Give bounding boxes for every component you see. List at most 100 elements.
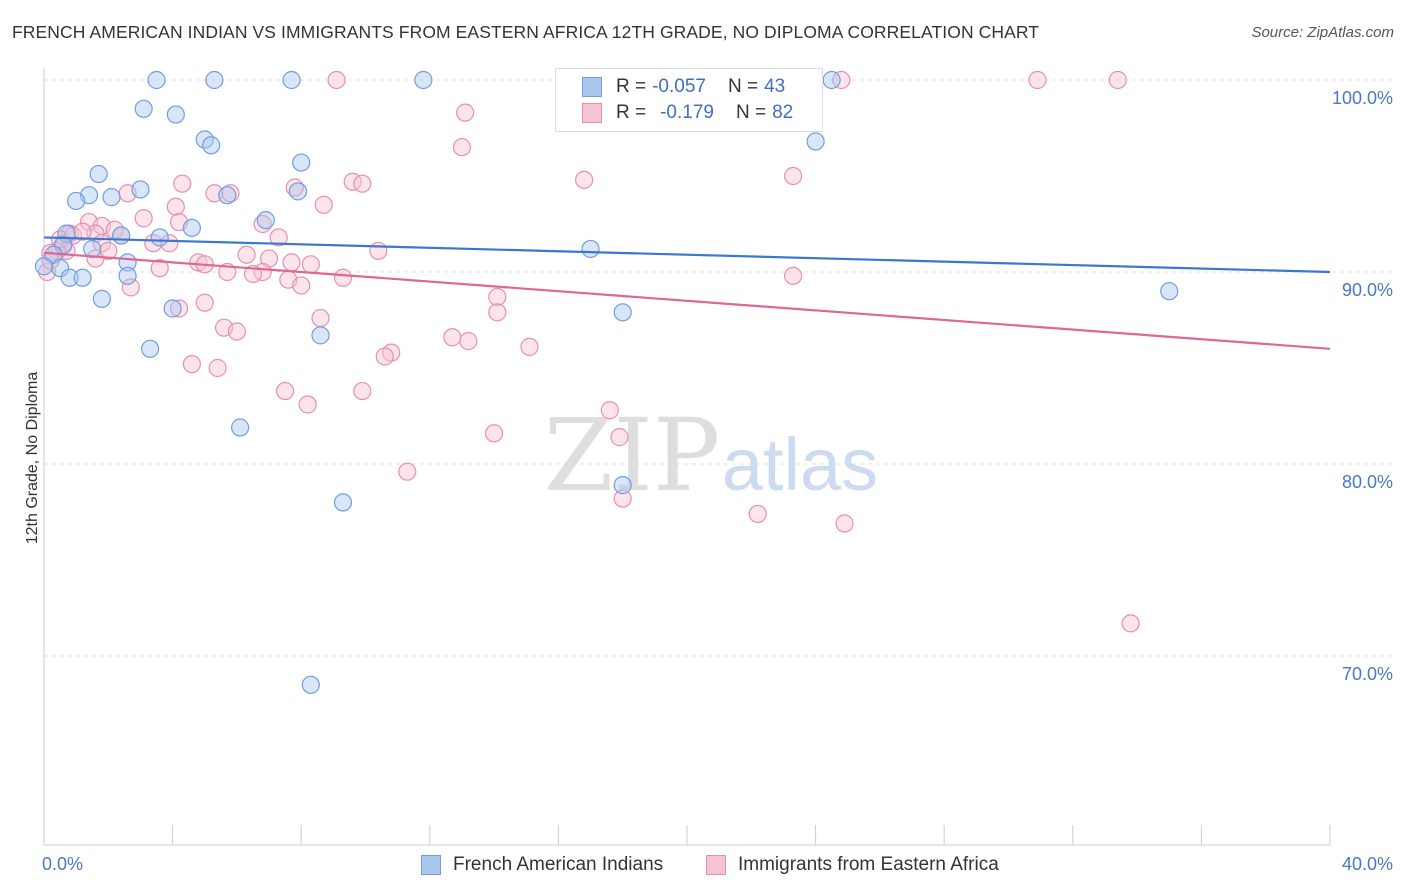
trend-line-pink — [43, 251, 1331, 350]
data-point — [227, 322, 246, 341]
data-point — [218, 186, 237, 205]
data-point — [398, 462, 417, 481]
data-point — [221, 184, 240, 203]
data-point — [835, 514, 854, 533]
data-point — [63, 226, 83, 245]
data-point — [613, 489, 632, 508]
data-point — [231, 418, 250, 437]
data-point — [166, 197, 185, 216]
axes — [43, 68, 1331, 846]
data-point — [276, 381, 295, 401]
data-point — [748, 504, 767, 524]
data-point — [269, 228, 288, 247]
data-point — [282, 253, 301, 272]
data-point — [189, 253, 208, 272]
series-legend: French American Indians Immigrants from … — [0, 852, 1406, 878]
watermark: ZIP atlas — [544, 397, 878, 514]
legend-r-label: R = — [616, 102, 647, 123]
data-point — [452, 138, 472, 157]
y-tick-label: 80.0% — [1342, 472, 1393, 492]
data-point — [581, 239, 600, 259]
data-point — [173, 174, 192, 193]
x-tick-label-max: 40.0% — [1342, 854, 1393, 874]
data-point — [443, 328, 462, 347]
data-point — [102, 188, 121, 207]
series-points-french-american-indians — [34, 70, 1179, 694]
data-point — [163, 299, 182, 318]
data-point — [131, 180, 150, 199]
data-point — [311, 308, 330, 328]
data-point — [298, 395, 317, 414]
data-point — [1121, 614, 1140, 633]
data-point — [288, 182, 308, 201]
data-point — [182, 218, 201, 237]
data-point — [520, 337, 539, 356]
data-point — [783, 266, 803, 285]
data-point — [60, 268, 79, 287]
trend-line-blue — [43, 236, 1331, 274]
data-point — [333, 268, 353, 287]
data-point — [89, 164, 108, 184]
data-point — [333, 493, 353, 512]
data-point — [118, 266, 137, 285]
data-point — [67, 191, 86, 211]
series-legend-label: Immigrants from Eastern Africa — [738, 854, 999, 875]
y-tick-label: 90.0% — [1342, 280, 1393, 300]
data-point — [34, 257, 54, 276]
watermark-zip: ZIP — [544, 397, 720, 514]
trend-lines — [43, 236, 1331, 350]
data-point — [256, 211, 275, 230]
data-point — [806, 132, 825, 151]
data-point — [314, 195, 333, 214]
y-axis-label: 12th Grade, No Diploma — [24, 372, 41, 545]
data-point — [613, 303, 632, 322]
data-point — [311, 326, 330, 345]
data-point — [121, 278, 140, 297]
legend-n-value-blue: 43 — [764, 76, 786, 97]
data-point — [282, 70, 301, 90]
data-point — [50, 259, 70, 278]
data-point — [292, 276, 311, 295]
legend-row-french-american-indians: R = -0.057 N = 43 — [582, 74, 785, 100]
series-legend-label: French American Indians — [453, 854, 664, 875]
data-point — [375, 347, 394, 366]
data-point — [205, 70, 224, 90]
y-tick-label: 70.0% — [1342, 664, 1393, 684]
data-point — [195, 293, 214, 312]
data-point — [832, 70, 851, 90]
data-point — [147, 70, 166, 90]
legend-swatch-blue — [582, 77, 602, 97]
data-point — [301, 255, 320, 274]
data-point — [73, 268, 92, 287]
chart-source: Source: ZipAtlas.com — [1251, 24, 1394, 41]
data-point — [353, 381, 372, 401]
data-point — [613, 476, 632, 495]
data-point — [237, 245, 256, 264]
watermark-atlas: atlas — [722, 423, 878, 506]
series-legend-swatch-blue — [421, 855, 441, 875]
data-point — [202, 136, 221, 155]
gridlines — [44, 79, 1392, 657]
y-tick-label: 100.0% — [1332, 88, 1393, 108]
series-legend-item-immigrants-from-eastern-africa: Immigrants from Eastern Africa — [706, 852, 999, 878]
legend-swatch-pink — [582, 103, 602, 123]
data-point — [150, 259, 169, 278]
data-point — [150, 228, 169, 247]
data-point — [134, 99, 153, 118]
data-point — [169, 299, 189, 318]
data-point — [327, 70, 346, 90]
data-point — [292, 153, 311, 172]
data-point — [134, 209, 153, 228]
chart-title: FRENCH AMERICAN INDIAN VS IMMIGRANTS FRO… — [12, 22, 1040, 42]
data-point — [140, 339, 160, 358]
data-point — [610, 428, 629, 447]
correlation-legend: R = -0.057 N = 43 R = -0.179 N = 82 — [555, 68, 823, 132]
legend-n-label: N = — [735, 102, 767, 123]
data-point — [488, 287, 507, 307]
legend-r-value-blue: -0.057 — [652, 76, 706, 97]
series-legend-item-french-american-indians: French American Indians — [421, 852, 663, 878]
data-point — [822, 70, 841, 90]
x-tick-label-min: 0.0% — [42, 854, 83, 874]
data-point — [488, 303, 507, 322]
